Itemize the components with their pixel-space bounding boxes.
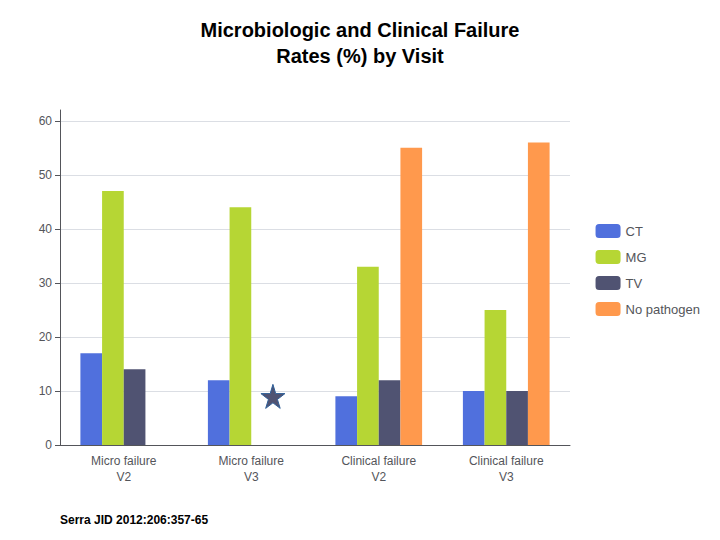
svg-text:20: 20 <box>39 330 53 344</box>
svg-text:10: 10 <box>39 384 53 398</box>
svg-text:V2: V2 <box>116 470 131 484</box>
svg-text:Clinical failure: Clinical failure <box>341 454 416 468</box>
svg-text:30: 30 <box>39 276 53 290</box>
svg-text:V3: V3 <box>499 470 514 484</box>
svg-text:V3: V3 <box>244 470 259 484</box>
svg-text:Rates (%) by Visit: Rates (%) by Visit <box>276 45 444 67</box>
svg-text:V2: V2 <box>371 470 386 484</box>
svg-text:No pathogen: No pathogen <box>626 302 700 317</box>
svg-text:CT: CT <box>626 224 643 239</box>
svg-text:Clinical failure: Clinical failure <box>469 454 544 468</box>
svg-text:50: 50 <box>39 168 53 182</box>
svg-text:Microbiologic and Clinical Fai: Microbiologic and Clinical Failure <box>201 19 520 41</box>
svg-text:Micro failure: Micro failure <box>91 454 157 468</box>
svg-text:MG: MG <box>626 250 647 265</box>
svg-text:Serra JID 2012:206:357-65: Serra JID 2012:206:357-65 <box>60 513 208 527</box>
svg-text:40: 40 <box>39 222 53 236</box>
svg-text:0: 0 <box>45 438 52 452</box>
svg-text:TV: TV <box>626 276 643 291</box>
svg-text:Micro failure: Micro failure <box>219 454 285 468</box>
svg-text:60: 60 <box>39 114 53 128</box>
